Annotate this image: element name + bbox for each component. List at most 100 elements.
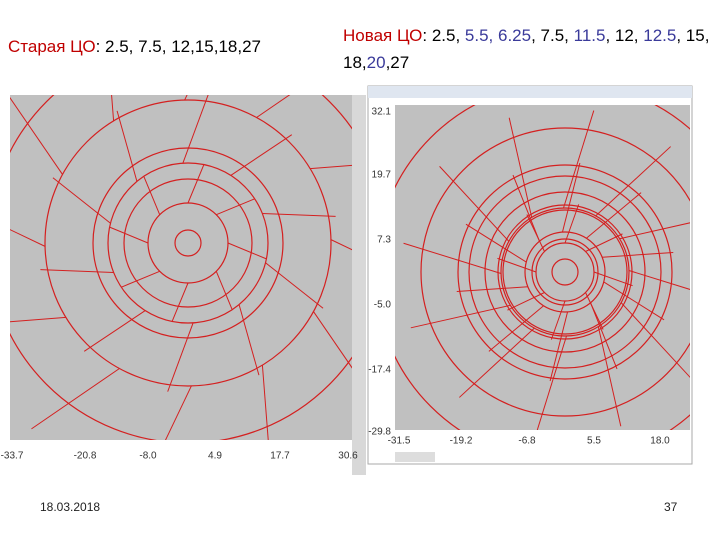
x-tick-label: 4.9	[208, 451, 222, 462]
spoke	[261, 365, 269, 440]
spoke	[111, 95, 115, 121]
x-tick-label: 17.7	[270, 451, 290, 462]
spoke	[31, 368, 120, 430]
ring	[502, 209, 628, 335]
spoke	[40, 269, 114, 274]
left-title: Старая ЦО: 2.5, 7.5, 12,15,18,27	[8, 33, 338, 60]
spoke	[256, 95, 291, 118]
spoke	[561, 162, 581, 233]
title-part: 20	[366, 53, 386, 72]
title-part: Новая ЦО	[343, 26, 423, 45]
spoke	[143, 176, 161, 215]
title-part: , 15, 18,	[343, 26, 710, 72]
title-part: ,27	[385, 53, 410, 72]
spoke	[488, 305, 544, 352]
x-tick-label: 18.0	[650, 436, 670, 447]
spoke	[497, 257, 537, 273]
title-part: 12.5	[643, 26, 677, 45]
y-tick-label: 32.1	[372, 107, 392, 118]
right-pattern	[395, 105, 690, 430]
spoke	[182, 95, 209, 164]
y-tick-label: -17.4	[368, 365, 391, 376]
spoke	[585, 233, 623, 252]
date: 18.03.2018	[40, 500, 101, 514]
ring	[420, 127, 690, 417]
spoke	[465, 223, 527, 263]
ring	[457, 164, 673, 380]
spoke	[230, 134, 293, 176]
spoke	[620, 302, 690, 378]
x-tick-label: -20.8	[74, 451, 97, 462]
spoke	[116, 110, 138, 182]
spoke	[167, 322, 194, 392]
spoke	[619, 222, 690, 240]
x-tick-label: -8.0	[139, 451, 157, 462]
ring	[44, 99, 332, 387]
ring	[551, 258, 579, 286]
ring	[497, 204, 633, 340]
title-part: 11.5	[573, 26, 606, 45]
spoke	[564, 204, 580, 244]
spoke	[597, 326, 622, 427]
spoke	[171, 282, 189, 322]
spoke	[109, 226, 149, 244]
y-tick-label: -5.0	[374, 300, 392, 311]
ring	[500, 207, 630, 337]
spoke	[10, 316, 66, 323]
spoke	[121, 270, 160, 288]
spoke	[602, 251, 674, 258]
spoke	[603, 281, 665, 321]
ring	[484, 191, 646, 353]
x-tick-label: -6.8	[518, 436, 536, 447]
spoke	[512, 174, 540, 242]
spoke	[459, 327, 535, 398]
y-tick-label: -29.8	[368, 427, 391, 438]
spoke	[403, 242, 502, 274]
spoke	[590, 302, 618, 370]
left-pattern	[10, 95, 352, 440]
spoke	[310, 164, 352, 170]
spoke	[563, 110, 595, 209]
x-tick-label: 30.6	[338, 451, 358, 462]
spoke	[593, 271, 633, 287]
left-border	[352, 95, 366, 475]
spoke	[164, 385, 192, 440]
left-plot	[10, 95, 352, 440]
x-tick-label: -33.7	[1, 451, 24, 462]
y-tick-label: 19.7	[372, 170, 392, 181]
x-tick-label: 5.5	[587, 436, 601, 447]
title-part: 5.5, 6.25	[464, 26, 532, 45]
right-title: Новая ЦО: 2.5, 5.5, 6.25, 7.5, 11.5, 12,…	[343, 22, 713, 76]
y-tick-label: 7.3	[377, 235, 391, 246]
ring	[107, 162, 269, 324]
title-part: , 7.5,	[531, 26, 574, 45]
spoke	[550, 300, 566, 340]
spoke	[313, 311, 352, 369]
spoke	[507, 292, 545, 311]
spoke	[10, 97, 63, 175]
spoke	[215, 271, 233, 310]
spoke	[586, 192, 642, 239]
spoke	[187, 164, 205, 204]
ring	[174, 229, 202, 257]
spoke	[52, 177, 111, 224]
spoke	[262, 212, 336, 217]
spoke	[10, 229, 46, 247]
spoke	[83, 310, 146, 352]
x-tick-label: -19.2	[450, 436, 473, 447]
spoke	[330, 239, 352, 251]
ring	[531, 238, 599, 306]
spoke	[595, 146, 671, 217]
spoke	[227, 242, 267, 260]
title-part: Старая ЦО	[8, 37, 96, 56]
title-part: : 2.5,	[422, 26, 465, 45]
title-part: , 12,	[605, 26, 644, 45]
spoke	[216, 198, 255, 216]
scrollbar	[395, 452, 435, 462]
x-tick-label: -31.5	[388, 436, 411, 447]
title-part: : 2.5, 7.5, 12,15,18,27	[95, 37, 262, 56]
spoke	[265, 262, 324, 309]
ring	[123, 178, 253, 308]
